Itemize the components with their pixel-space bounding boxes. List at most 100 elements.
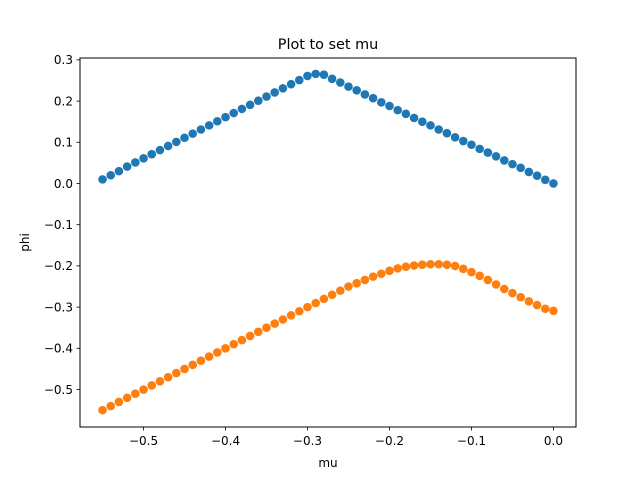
- series-2-point: [491, 280, 501, 289]
- series-2-point: [450, 261, 460, 271]
- y-tick-label: −0.5: [44, 383, 73, 397]
- series-2-point: [188, 360, 198, 370]
- series-1-point: [352, 86, 361, 95]
- series-1-point: [393, 105, 402, 115]
- series-1-point: [188, 129, 198, 138]
- series-1-point: [213, 116, 222, 126]
- series-2-point: [434, 259, 443, 269]
- plot-frame: [79, 57, 577, 428]
- series-2-point: [549, 306, 558, 316]
- series-2-point: [426, 259, 435, 269]
- series-1-point: [262, 92, 271, 101]
- series-2: [98, 259, 558, 415]
- series-2-point: [524, 297, 534, 306]
- series-1-point: [360, 90, 370, 99]
- series-2-point: [286, 311, 296, 320]
- series-1-point: [204, 121, 214, 130]
- series-1-point: [516, 163, 525, 173]
- series-2-point: [114, 397, 124, 407]
- series-1-point: [254, 96, 263, 105]
- series-2-point: [319, 294, 329, 304]
- series-1-point: [311, 69, 321, 79]
- series-1-point: [327, 74, 337, 84]
- series-1-point: [442, 128, 452, 138]
- series-2-point: [147, 381, 157, 390]
- series-2-point: [213, 348, 222, 357]
- series-1-point: [385, 101, 394, 111]
- series-2-point: [516, 292, 525, 302]
- series-2-point: [303, 302, 312, 312]
- series-2-point: [172, 368, 181, 378]
- series-1-point: [139, 154, 148, 163]
- y-tick-label: −0.4: [44, 342, 73, 356]
- chart-title: Plot to set mu: [278, 37, 378, 53]
- series-2-point: [401, 262, 411, 272]
- series-1-point: [499, 156, 509, 165]
- series-2-point: [221, 344, 230, 353]
- series-2-point: [131, 389, 140, 398]
- series-2-point: [327, 290, 337, 300]
- y-tick-label: −0.3: [44, 300, 73, 314]
- series-1-point: [532, 171, 542, 180]
- series-1-point: [147, 149, 157, 159]
- series-2-point: [180, 364, 189, 374]
- series-1-point: [344, 82, 353, 91]
- series-2-point: [237, 335, 247, 345]
- series-2-point: [335, 286, 345, 295]
- series-1-point: [155, 145, 165, 155]
- y-tick-label: 0.0: [54, 177, 73, 191]
- series-2-point: [262, 323, 271, 333]
- series-2-point: [417, 260, 427, 269]
- x-tick-label: 0.0: [544, 434, 563, 448]
- x-tick-label: −0.4: [211, 434, 240, 448]
- y-tick-label: 0.3: [54, 53, 73, 67]
- x-axis-label: mu: [318, 456, 337, 470]
- series-2-point: [196, 356, 206, 365]
- y-tick-label: 0.1: [54, 136, 73, 150]
- series-2-point: [163, 372, 173, 382]
- series-1-point: [270, 88, 280, 97]
- series-1-point: [278, 83, 288, 93]
- series-2-point: [499, 284, 509, 294]
- series-1-point: [401, 109, 411, 119]
- series-1-point: [229, 108, 239, 118]
- series-1-point: [417, 117, 427, 126]
- series-1-point: [450, 133, 460, 142]
- series-1-point: [196, 125, 206, 134]
- series-1-point: [335, 78, 345, 87]
- series-1-point: [180, 133, 189, 143]
- y-axis-label: phi: [18, 233, 32, 252]
- series-1-point: [508, 159, 517, 169]
- y-tick-label: 0.2: [54, 94, 73, 108]
- series-2-point: [360, 275, 370, 285]
- series-2-point: [442, 260, 452, 269]
- series-2-point: [393, 264, 402, 273]
- series-2-point: [409, 261, 419, 270]
- series-2-point: [98, 405, 107, 415]
- series-1-point: [491, 151, 501, 161]
- series-2-point: [385, 266, 394, 276]
- series-1-point: [122, 162, 132, 171]
- series-1-point: [549, 179, 558, 188]
- series-2-point: [376, 269, 386, 279]
- series-1-point: [426, 121, 435, 130]
- series-1-point: [434, 125, 443, 134]
- series-1-point: [245, 100, 255, 110]
- series-1-point: [221, 112, 230, 122]
- series-2-point: [483, 275, 493, 285]
- series-1-point: [172, 137, 181, 147]
- series-2-point: [122, 393, 132, 403]
- series-2-point: [270, 319, 280, 328]
- series-1-point: [163, 141, 173, 151]
- series-2-point: [106, 401, 116, 411]
- y-tick-label: −0.2: [44, 259, 73, 273]
- series-2-point: [475, 271, 484, 281]
- x-tick-label: −0.2: [375, 434, 404, 448]
- series-1-point: [368, 93, 378, 103]
- series-2-point: [139, 385, 148, 394]
- series-2-point: [344, 282, 353, 291]
- x-tick-label: −0.3: [293, 434, 322, 448]
- series-1-point: [303, 71, 312, 81]
- series-2-point: [204, 352, 214, 361]
